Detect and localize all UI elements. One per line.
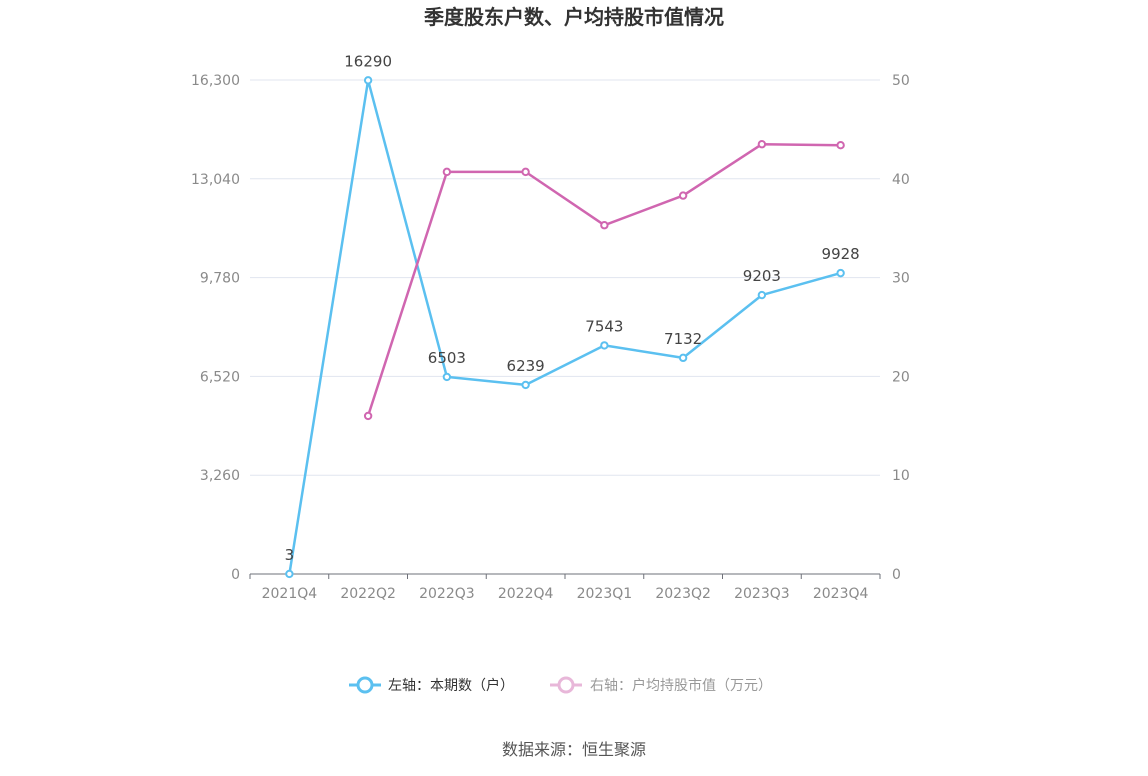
axes: 0 0 3,260 10 6,520 20 9,780 30 13,040 40 16,300 50 2… <box>191 73 910 602</box>
legend-label-left: 左轴：本期数（户） <box>388 677 514 694</box>
left-axis-tick-label: 6,520 <box>200 369 240 385</box>
x-axis-category-label: 2022Q4 <box>498 586 554 602</box>
x-axis-category-label: 2023Q2 <box>655 586 711 602</box>
data-point <box>521 167 530 177</box>
x-axis-category-label: 2021Q4 <box>262 586 318 602</box>
series-line-left <box>288 79 841 575</box>
source-note: 数据来源：恒生聚源 <box>502 740 646 759</box>
data-point <box>442 167 452 177</box>
right-axis-tick-label: 50 <box>892 73 910 89</box>
grid <box>250 79 880 476</box>
x-axis-category-label: 2023Q4 <box>813 586 869 602</box>
data-point <box>600 221 609 230</box>
data-label: 6503 <box>428 349 466 367</box>
right-axis-tick-label: 30 <box>892 271 910 287</box>
data-point <box>521 380 530 390</box>
data-label: 3 <box>285 546 295 564</box>
data-point <box>600 341 609 350</box>
legend-item-right-series[interactable]: 右轴：户均持股市值（万元） <box>550 676 772 694</box>
chart-title: 季度股东户数、户均持股市值情况 <box>423 5 724 29</box>
right-axis-tick-label: 40 <box>892 172 910 188</box>
data-point <box>757 290 767 300</box>
left-axis-tick-label: 16,300 <box>191 73 240 89</box>
data-label: 7543 <box>585 317 623 335</box>
series <box>285 76 845 579</box>
legend-marker-right <box>557 676 575 694</box>
data-label: 9203 <box>743 267 781 285</box>
data-point <box>757 140 767 149</box>
data-label: 6239 <box>507 357 545 375</box>
data-labels: 3 16290 6503 6239 7543 7132 9203 9928 <box>285 52 860 564</box>
right-axis-tick-label: 0 <box>892 567 901 583</box>
left-axis-tick-label: 3,260 <box>200 468 240 484</box>
legend: 左轴：本期数（户） 右轴：户均持股市值（万元） <box>349 676 772 694</box>
data-point <box>836 141 845 150</box>
legend-marker-left <box>356 676 374 694</box>
left-axis-tick-label: 0 <box>231 567 240 583</box>
data-point <box>678 353 688 363</box>
data-point <box>285 569 294 579</box>
data-label: 16290 <box>344 52 392 70</box>
right-axis-tick-label: 20 <box>892 369 910 385</box>
left-axis-tick-label: 13,040 <box>191 172 240 188</box>
data-label: 9928 <box>822 245 860 263</box>
x-axis-category-label: 2023Q3 <box>734 586 790 602</box>
x-axis-category-label: 2022Q2 <box>340 586 396 602</box>
x-axis-category-label: 2023Q1 <box>577 586 633 602</box>
left-axis-tick-label: 9,780 <box>200 271 240 287</box>
data-label: 7132 <box>664 330 702 348</box>
legend-label-right: 右轴：户均持股市值（万元） <box>590 677 772 694</box>
legend-item-left-series[interactable]: 左轴：本期数（户） <box>349 676 514 694</box>
x-axis-category-label: 2022Q3 <box>419 586 475 602</box>
right-axis-tick-label: 10 <box>892 468 910 484</box>
data-point <box>678 191 688 200</box>
data-point <box>836 268 845 278</box>
data-point <box>363 76 373 85</box>
data-point <box>363 411 373 421</box>
data-point <box>442 372 452 382</box>
